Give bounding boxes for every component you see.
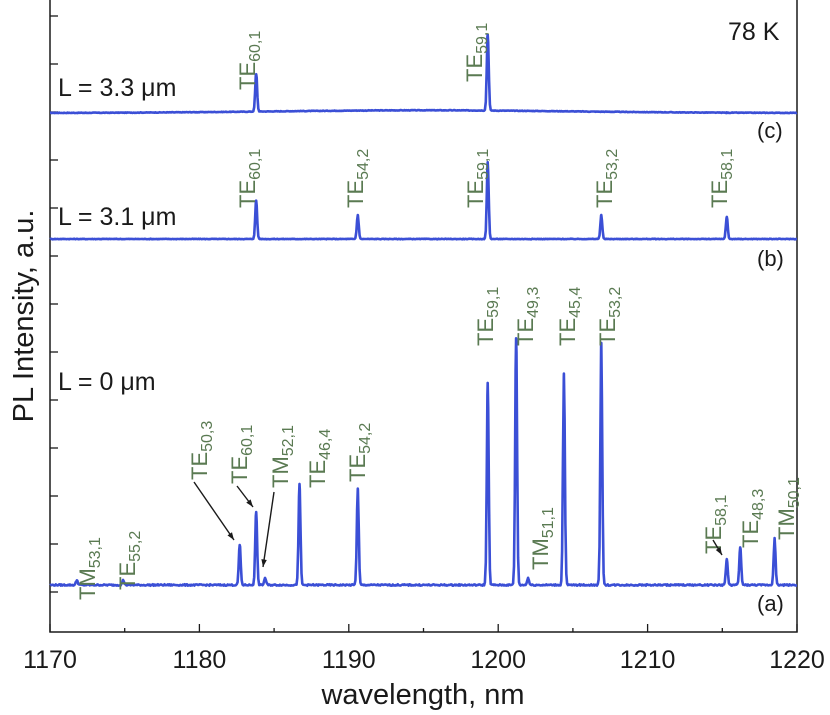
peak-label: TE59,1 xyxy=(463,149,492,208)
x-tick-label: 1180 xyxy=(173,646,227,674)
annotation-arrow xyxy=(193,481,235,541)
arrowhead xyxy=(246,499,253,507)
peak-label: TE49,3 xyxy=(513,287,542,346)
panel-tag: (b) xyxy=(757,246,784,271)
x-tick-label: 1220 xyxy=(769,646,825,674)
spectrum-trace xyxy=(49,337,798,587)
spectrum-trace xyxy=(49,160,798,241)
peak-label: TE59,1 xyxy=(462,23,491,82)
peak-labels: L = 3.3 μm (c) L = 3.1 μm (b) L = 0 μm (a) TE6… xyxy=(58,23,803,616)
peak-label: TE54,2 xyxy=(345,423,374,482)
x-tick-label: 1170 xyxy=(23,646,77,674)
peak-label: TE58,1 xyxy=(707,149,736,208)
panel-tag: (a) xyxy=(757,591,784,616)
peak-label: TE53,2 xyxy=(595,287,624,346)
peak-label: TE50,3 xyxy=(187,421,216,480)
peak-label: TE60,1 xyxy=(235,31,264,90)
length-label: L = 3.1 μm xyxy=(58,203,176,231)
x-tick-label: 1200 xyxy=(470,646,526,674)
peak-label: TE59,1 xyxy=(473,287,502,346)
peak-label: TM51,1 xyxy=(528,507,557,570)
spectrum-trace xyxy=(49,33,798,115)
annotation-arrows xyxy=(193,481,723,568)
x-tick-label: 1210 xyxy=(620,646,676,674)
arrowhead xyxy=(715,547,722,555)
peak-label: TE60,1 xyxy=(235,149,264,208)
peak-label: TE55,2 xyxy=(115,531,144,590)
x-tick-label: 1190 xyxy=(322,646,376,674)
peak-label: TE48,3 xyxy=(738,489,767,548)
y-axis-title: PL Intensity, a.u. xyxy=(8,210,40,423)
length-label: L = 0 μm xyxy=(58,368,156,396)
x-ticks: 1170 1180 1190 1200 1210 1220 xyxy=(23,624,825,674)
peak-label: TM53,1 xyxy=(75,537,104,600)
peak-label: TE53,2 xyxy=(592,149,621,208)
annotation-arrow xyxy=(262,491,275,568)
length-label: L = 3.3 μm xyxy=(58,74,176,102)
peak-label: TE45,4 xyxy=(555,287,584,346)
panel-tag: (c) xyxy=(757,118,783,143)
y-ticks xyxy=(50,15,58,593)
traces xyxy=(49,33,798,587)
arrowhead xyxy=(227,532,234,540)
peak-label: TE46,4 xyxy=(305,429,334,488)
peak-label: TE54,2 xyxy=(343,149,372,208)
peak-label: TE60,1 xyxy=(227,425,256,484)
arrowhead xyxy=(261,559,267,567)
peak-label: TM52,1 xyxy=(268,425,297,488)
x-axis-title: wavelength, nm xyxy=(320,679,524,711)
peak-label: TM50,1 xyxy=(774,477,803,540)
temperature-label: 78 K xyxy=(728,18,780,46)
